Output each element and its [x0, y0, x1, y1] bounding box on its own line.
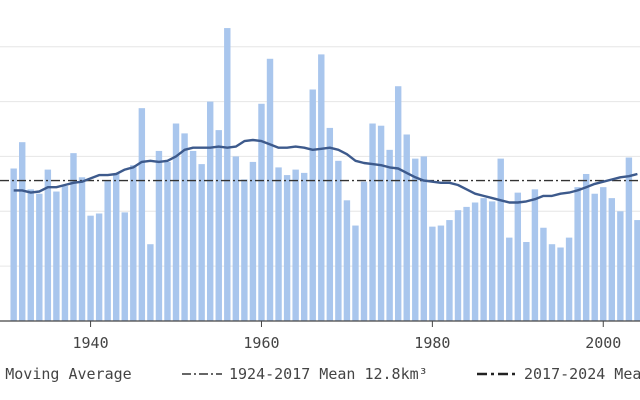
bar-1946 — [138, 108, 146, 322]
bar-1971 — [352, 225, 359, 321]
bar-1945 — [130, 165, 137, 321]
bar-1956 — [224, 28, 231, 321]
x-tick-labels: 1940 1960 1980 2000 — [73, 321, 621, 352]
bar-2001 — [608, 198, 616, 321]
bar-1965 — [300, 172, 308, 321]
bar-1982 — [446, 220, 453, 321]
tick-label-2000: 2000 — [585, 334, 621, 352]
bar-1991 — [523, 242, 530, 321]
bar-1963 — [283, 175, 291, 321]
bar-1968 — [326, 127, 334, 322]
bar-1988 — [497, 158, 504, 321]
bar-1984 — [463, 206, 470, 321]
bar-1953 — [198, 164, 205, 321]
bar-1989 — [506, 237, 513, 321]
bar-1958 — [241, 179, 248, 321]
bar-2004 — [634, 220, 640, 321]
bar-1993 — [540, 227, 547, 321]
bar-1943 — [113, 173, 120, 321]
bar-1961 — [266, 58, 274, 321]
bar-1950 — [172, 123, 180, 322]
bar-1931 — [10, 168, 17, 321]
bar-2000 — [600, 187, 607, 321]
tick-label-1940: 1940 — [73, 334, 109, 352]
bar-series — [10, 28, 640, 322]
bar-1947 — [147, 244, 154, 321]
bar-1959 — [249, 161, 257, 321]
moving-average-line — [13, 138, 638, 204]
bar-1934 — [36, 193, 43, 321]
bar-1937 — [61, 186, 69, 321]
legend-label-moving-average: 10-Year Moving Average — [0, 365, 132, 383]
bar-1998 — [582, 173, 590, 321]
bar-1957 — [232, 156, 240, 321]
bar-2002 — [617, 211, 624, 321]
bar-1995 — [557, 247, 564, 321]
bar-1944 — [121, 212, 128, 321]
bar-1955 — [215, 130, 222, 321]
bar-1967 — [318, 54, 325, 321]
bar-1938 — [70, 153, 77, 321]
bar-1996 — [565, 237, 573, 321]
tick-label-1980: 1980 — [414, 334, 450, 352]
bar-1975 — [386, 149, 393, 321]
bar-1981 — [437, 225, 445, 321]
moving-average-series — [13, 138, 638, 204]
bar-1942 — [104, 180, 111, 321]
bar-1974 — [377, 125, 385, 322]
bar-1999 — [591, 193, 598, 321]
bar-1941 — [95, 213, 103, 321]
legend: 10-Year Moving Average 1924-2017 Mean 12… — [0, 365, 640, 383]
bar-1969 — [335, 160, 342, 321]
bar-1976 — [394, 86, 402, 322]
bar-1978 — [412, 158, 419, 321]
bar-1936 — [53, 191, 60, 321]
bar-1997 — [574, 187, 581, 321]
bar-1951 — [181, 133, 188, 321]
bar-1977 — [403, 134, 410, 321]
bar-1932 — [19, 142, 26, 321]
bar-1973 — [369, 123, 376, 322]
bar-1949 — [164, 161, 171, 321]
bar-1992 — [531, 189, 539, 321]
bar-1994 — [548, 244, 556, 321]
bar-1960 — [258, 103, 265, 322]
bar-1933 — [27, 189, 34, 321]
bar-1952 — [189, 150, 197, 321]
bar-1964 — [292, 169, 299, 321]
bar-1972 — [360, 181, 368, 321]
bar-1990 — [514, 192, 522, 321]
bar-1970 — [343, 200, 351, 321]
legend-label-recent-mean: 2017-2024 Mean — [524, 365, 640, 383]
bar-1935 — [44, 169, 52, 321]
bar-1979 — [420, 156, 428, 321]
legend-label-reference-mean: 1924-2017 Mean 12.8km³ — [229, 365, 428, 383]
bar-1948 — [155, 150, 163, 321]
bar-1986 — [480, 198, 487, 321]
tick-label-1960: 1960 — [243, 334, 279, 352]
bar-1954 — [206, 101, 214, 322]
bar-1983 — [454, 210, 462, 321]
bar-1985 — [471, 202, 479, 321]
bar-1987 — [488, 201, 496, 321]
bar-1980 — [429, 226, 436, 321]
bar-1966 — [309, 89, 316, 321]
bar-1962 — [275, 167, 282, 321]
bar-1939 — [78, 177, 86, 321]
bar-1940 — [87, 215, 94, 321]
bar-2003 — [625, 157, 633, 321]
